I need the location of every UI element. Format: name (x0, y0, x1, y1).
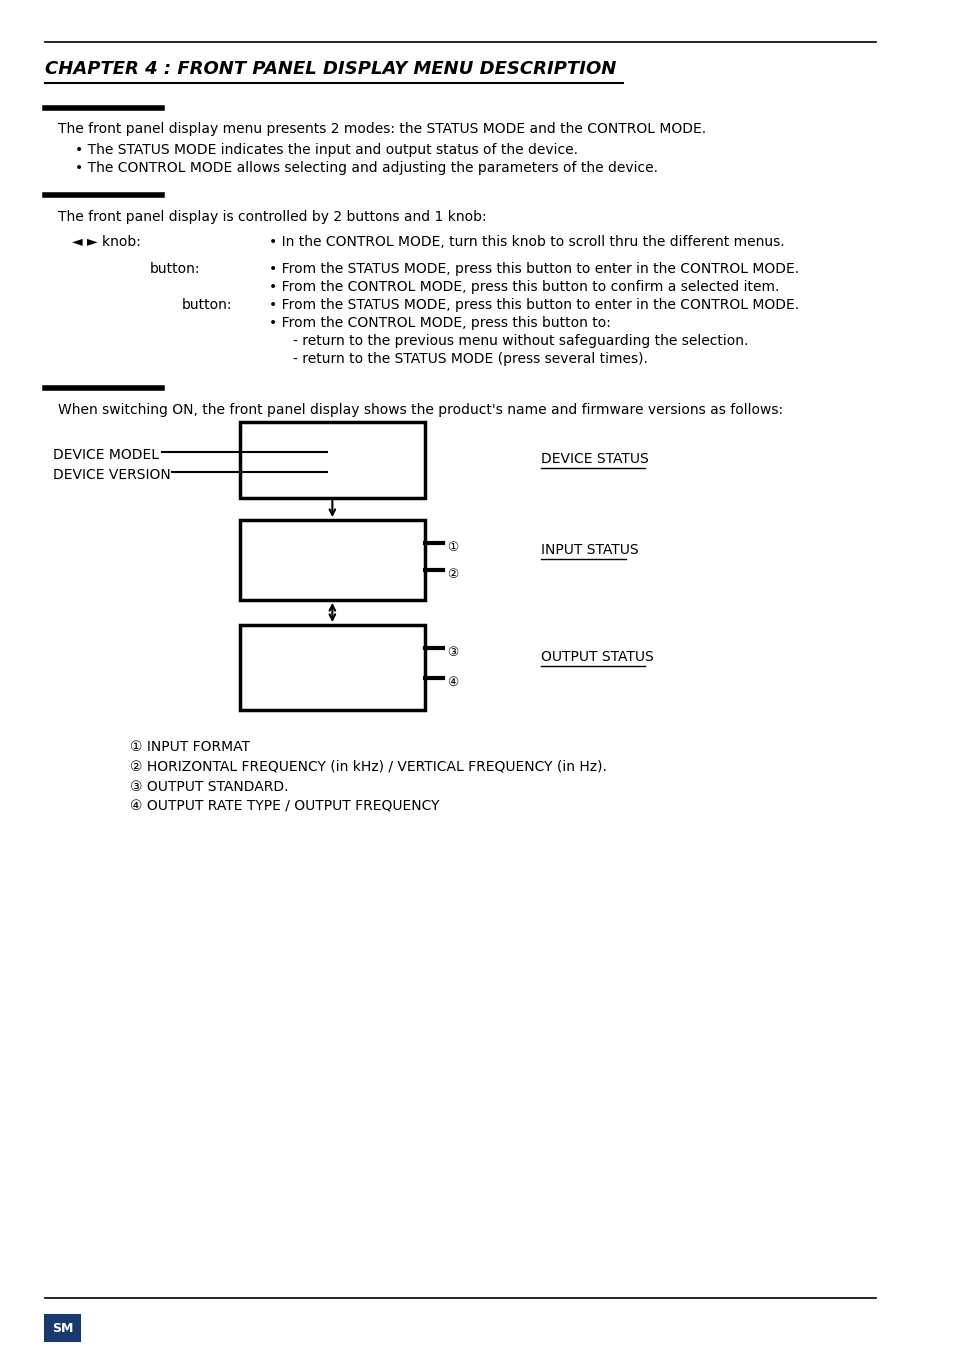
Text: • From the STATUS MODE, press this button to enter in the CONTROL MODE.: • From the STATUS MODE, press this butto… (269, 262, 798, 276)
Text: ④ OUTPUT RATE TYPE / OUTPUT FREQUENCY: ④ OUTPUT RATE TYPE / OUTPUT FREQUENCY (131, 800, 439, 815)
Text: ◄ ► knob:: ◄ ► knob: (72, 235, 141, 249)
Text: The front panel display is controlled by 2 buttons and 1 knob:: The front panel display is controlled by… (58, 209, 486, 224)
Text: INPUT STATUS: INPUT STATUS (540, 543, 638, 557)
Text: • From the CONTROL MODE, press this button to confirm a selected item.: • From the CONTROL MODE, press this butt… (269, 280, 779, 295)
Text: ②: ② (447, 567, 458, 581)
Text: ①: ① (447, 540, 458, 554)
Bar (239, 520, 425, 600)
Text: ② HORIZONTAL FREQUENCY (in kHz) / VERTICAL FREQUENCY (in Hz).: ② HORIZONTAL FREQUENCY (in kHz) / VERTIC… (131, 761, 607, 774)
Text: The front panel display menu presents 2 modes: the STATUS MODE and the CONTROL M: The front panel display menu presents 2 … (58, 122, 705, 136)
Text: button:: button: (150, 262, 200, 276)
Text: SM: SM (52, 1321, 73, 1335)
Text: • From the STATUS MODE, press this button to enter in the CONTROL MODE.: • From the STATUS MODE, press this butto… (269, 299, 798, 312)
Bar (46, 1315, 80, 1342)
Bar (239, 422, 425, 499)
Text: DEVICE VERSION: DEVICE VERSION (53, 467, 171, 482)
Text: • From the CONTROL MODE, press this button to:: • From the CONTROL MODE, press this butt… (269, 316, 610, 330)
Text: When switching ON, the front panel display shows the product's name and firmware: When switching ON, the front panel displ… (58, 403, 782, 417)
Text: • The CONTROL MODE allows selecting and adjusting the parameters of the device.: • The CONTROL MODE allows selecting and … (75, 161, 658, 176)
Text: • In the CONTROL MODE, turn this knob to scroll thru the different menus.: • In the CONTROL MODE, turn this knob to… (269, 235, 783, 249)
Text: OUTPUT STATUS: OUTPUT STATUS (540, 650, 653, 663)
Text: DEVICE MODEL: DEVICE MODEL (53, 449, 159, 462)
Text: ③ OUTPUT STANDARD.: ③ OUTPUT STANDARD. (131, 780, 289, 794)
Text: ③: ③ (447, 646, 458, 659)
Bar (239, 626, 425, 711)
Text: - return to the STATUS MODE (press several times).: - return to the STATUS MODE (press sever… (293, 353, 647, 366)
Text: CHAPTER 4 : FRONT PANEL DISPLAY MENU DESCRIPTION: CHAPTER 4 : FRONT PANEL DISPLAY MENU DES… (46, 59, 617, 78)
Text: DEVICE STATUS: DEVICE STATUS (540, 453, 648, 466)
Text: ④: ④ (447, 676, 458, 689)
Text: ① INPUT FORMAT: ① INPUT FORMAT (131, 740, 251, 754)
Text: button:: button: (181, 299, 232, 312)
Text: - return to the previous menu without safeguarding the selection.: - return to the previous menu without sa… (293, 334, 747, 349)
Text: • The STATUS MODE indicates the input and output status of the device.: • The STATUS MODE indicates the input an… (75, 143, 578, 157)
